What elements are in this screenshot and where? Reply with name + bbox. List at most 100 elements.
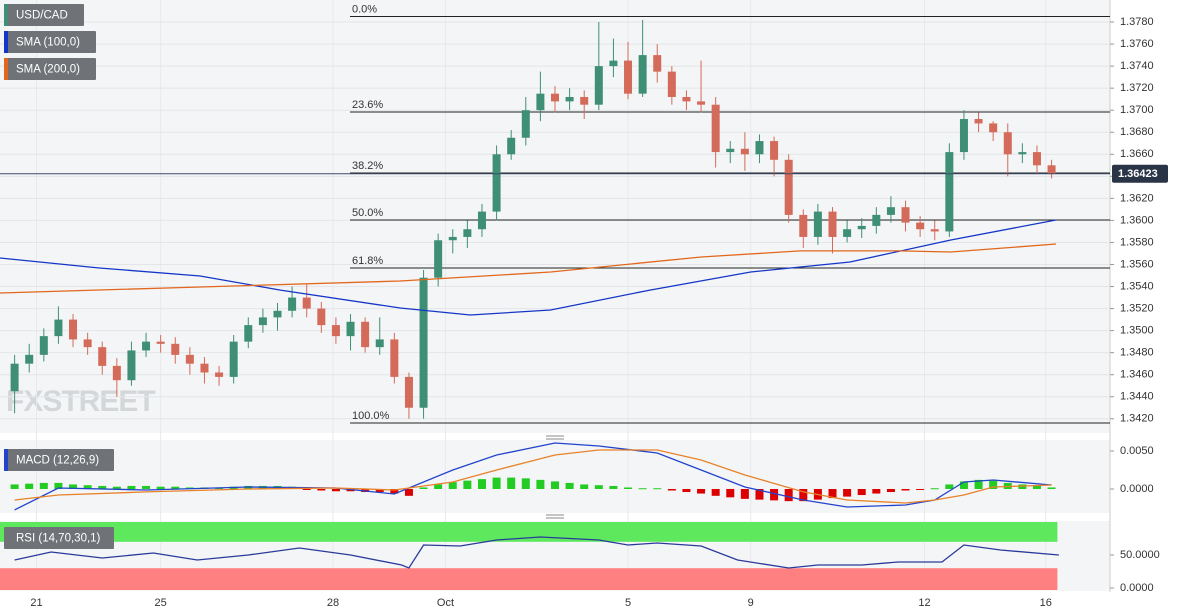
histogram-bar xyxy=(69,484,78,489)
histogram-bar xyxy=(945,484,954,489)
y-tick-label: 1.3660 xyxy=(1120,148,1154,160)
candle-body xyxy=(551,93,559,102)
histogram-bar xyxy=(959,481,968,489)
candle-body xyxy=(843,229,852,237)
fib-label: 38.2% xyxy=(352,160,383,172)
histogram-bar xyxy=(25,483,34,489)
last-price-label: 1.36423 xyxy=(1118,168,1158,180)
series-line xyxy=(0,243,1057,294)
histogram-bar xyxy=(857,488,866,496)
histogram-bar xyxy=(609,485,618,489)
histogram-bar xyxy=(10,484,19,489)
splitter[interactable] xyxy=(546,514,564,519)
overbought-zone xyxy=(0,522,1058,542)
legend-swatch xyxy=(4,31,8,53)
candle-body xyxy=(916,222,925,230)
candle-body xyxy=(98,347,107,366)
candle-body xyxy=(565,96,574,102)
x-tick-label: 25 xyxy=(155,597,167,609)
candle-body xyxy=(215,372,224,377)
histogram-bar xyxy=(1047,487,1056,489)
candle-body xyxy=(945,152,954,232)
fib-label: 100.0% xyxy=(352,410,390,422)
histogram-bar xyxy=(755,488,764,500)
candle-body xyxy=(404,376,413,408)
legend-label: SMA (200,0) xyxy=(16,64,80,76)
histogram-bar xyxy=(492,477,501,489)
candle-body xyxy=(682,96,691,102)
candle-body xyxy=(989,123,998,133)
histogram-bar xyxy=(448,482,457,489)
y-tick-label: 0.0000 xyxy=(1120,582,1154,594)
candle-body xyxy=(711,104,720,153)
legend-item: SMA (100,0) xyxy=(4,31,96,53)
candle-body xyxy=(930,229,939,232)
histogram-bar xyxy=(872,488,881,494)
histogram-bar xyxy=(580,484,589,489)
legend-label: MACD (12,26,9) xyxy=(16,455,99,467)
candle-body xyxy=(463,229,472,237)
candle-body xyxy=(1047,165,1056,175)
macd-panel xyxy=(0,440,1110,513)
legend-item: MACD (12,26,9) xyxy=(4,449,114,471)
candle-body xyxy=(302,297,311,309)
histogram-bar xyxy=(171,486,180,489)
y-tick-label: 1.3740 xyxy=(1120,60,1154,72)
y-tick-label: 1.3720 xyxy=(1120,82,1154,94)
candle-body xyxy=(492,154,501,212)
legend-item: RSI (14,70,30,1) xyxy=(4,527,114,549)
histogram-bar xyxy=(624,487,633,489)
histogram-bar xyxy=(843,488,852,497)
candle-body xyxy=(872,214,881,226)
candle-body xyxy=(726,148,735,153)
fib-label: 61.8% xyxy=(352,255,383,267)
histogram-bar xyxy=(638,488,647,490)
splitter[interactable] xyxy=(546,435,564,440)
candle-body xyxy=(974,119,983,124)
histogram-bar xyxy=(477,479,486,489)
histogram-bar xyxy=(974,479,983,489)
histogram-bar xyxy=(784,488,793,502)
y-tick-label: 1.3600 xyxy=(1120,214,1154,226)
legend-box xyxy=(4,4,84,26)
legend-item: USD/CAD xyxy=(4,4,84,26)
price-panel xyxy=(0,0,1110,433)
histogram-bar xyxy=(726,488,735,498)
histogram-bar xyxy=(1032,485,1041,489)
series-line xyxy=(14,536,1059,569)
candle-body xyxy=(536,93,545,111)
histogram-bar xyxy=(156,486,165,489)
histogram-bar xyxy=(916,488,925,490)
histogram-bar xyxy=(521,478,530,489)
candle-body xyxy=(142,341,151,351)
histogram-bar xyxy=(594,485,603,489)
x-tick-label: Oct xyxy=(437,597,454,609)
histogram-bar xyxy=(463,480,472,489)
candle-body xyxy=(770,141,779,160)
legend-box xyxy=(4,449,114,471)
candle-body xyxy=(39,336,48,355)
histogram-bar xyxy=(127,485,136,489)
x-tick-label: 16 xyxy=(1040,597,1052,609)
candle-body xyxy=(25,354,34,364)
candle-body xyxy=(375,339,384,348)
histogram-bar xyxy=(331,488,340,492)
histogram-bar xyxy=(507,477,516,489)
histogram-bar xyxy=(83,485,92,489)
candle-body xyxy=(273,310,282,318)
histogram-bar xyxy=(390,488,399,494)
candle-body xyxy=(624,60,633,94)
candle-body xyxy=(813,211,822,237)
watermark: FXSTREET xyxy=(6,385,155,418)
candle-body xyxy=(594,66,603,105)
candle-body xyxy=(609,60,618,67)
y-tick-label: 1.3480 xyxy=(1120,347,1154,359)
legend-label: USD/CAD xyxy=(16,10,68,22)
candle-body xyxy=(112,365,121,381)
candle-body xyxy=(886,207,895,215)
candle-body xyxy=(331,325,340,337)
legend-label: RSI (14,70,30,1) xyxy=(16,533,101,545)
candle-body xyxy=(244,325,253,342)
